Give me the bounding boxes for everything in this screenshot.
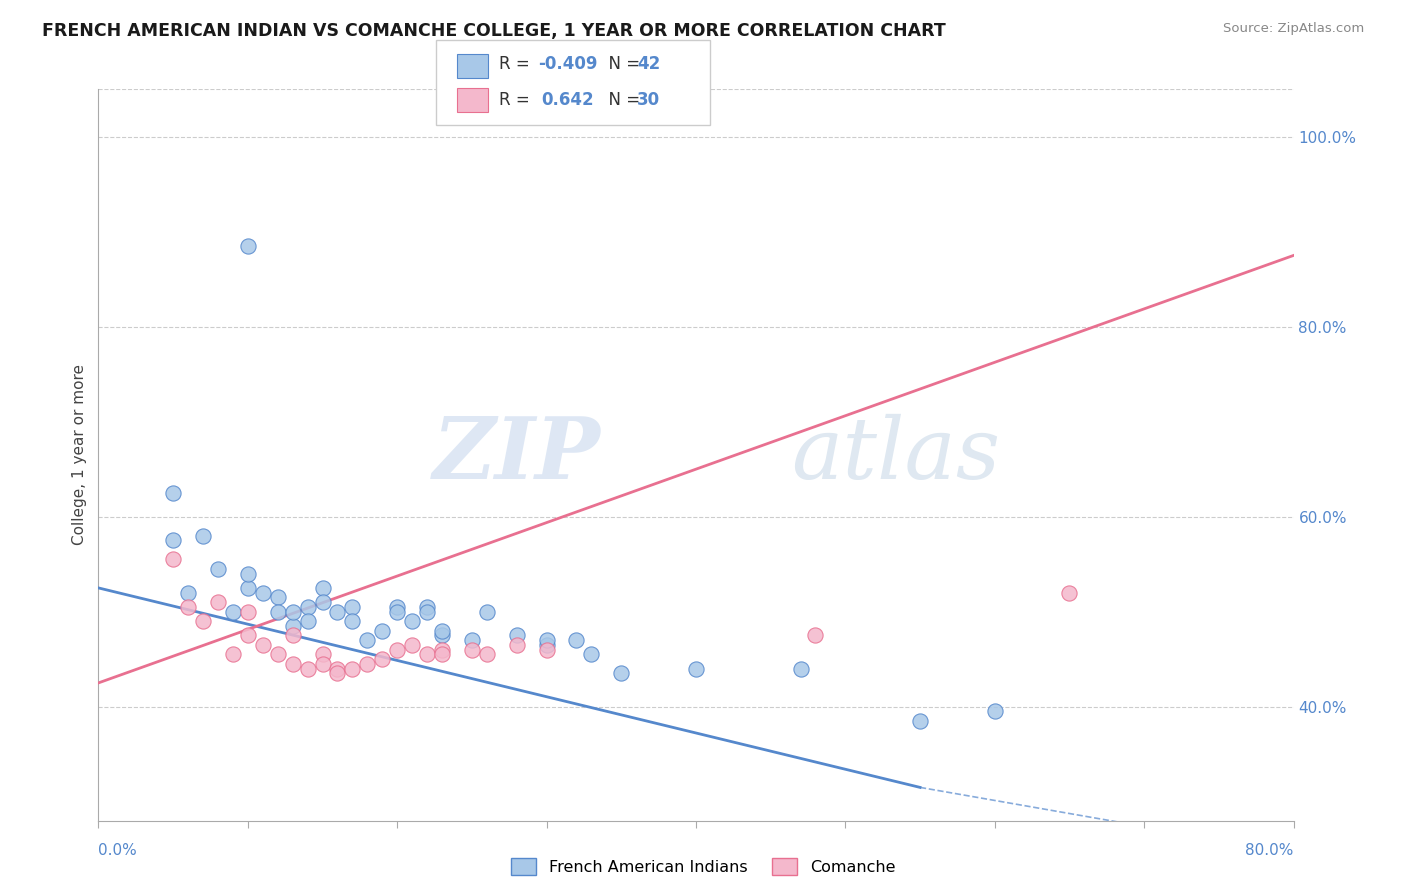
Text: R =: R = [499,55,536,73]
Point [789,662,811,676]
Text: 80.0%: 80.0% [1246,843,1294,858]
Point [191,614,214,628]
Point [326,605,349,619]
Point [177,599,200,614]
Point [311,595,333,609]
Text: ZIP: ZIP [433,413,600,497]
Point [461,633,484,648]
Text: 0.642: 0.642 [541,91,593,109]
Point [162,552,184,566]
Point [385,599,409,614]
Point [326,662,349,676]
Point [236,605,259,619]
Point [267,648,290,662]
Point [536,633,558,648]
Point [267,605,290,619]
Point [610,666,633,681]
Point [984,705,1007,719]
Legend: French American Indians, Comanche: French American Indians, Comanche [506,854,900,880]
Point [162,486,184,500]
Point [252,585,274,599]
Point [536,642,558,657]
Text: 0.0%: 0.0% [98,843,138,858]
Point [342,599,364,614]
Point [401,638,423,652]
Point [162,533,184,548]
Point [536,638,558,652]
Point [908,714,931,728]
Point [401,614,423,628]
Point [416,648,439,662]
Point [177,585,200,599]
Point [506,628,529,642]
Point [252,638,274,652]
Text: 30: 30 [637,91,659,109]
Point [222,648,245,662]
Text: Source: ZipAtlas.com: Source: ZipAtlas.com [1223,22,1364,36]
Point [222,605,245,619]
Point [236,581,259,595]
Point [311,581,333,595]
Point [281,628,304,642]
Point [342,614,364,628]
Point [356,657,378,671]
Text: FRENCH AMERICAN INDIAN VS COMANCHE COLLEGE, 1 YEAR OR MORE CORRELATION CHART: FRENCH AMERICAN INDIAN VS COMANCHE COLLE… [42,22,946,40]
Point [267,591,290,605]
Point [1059,585,1081,599]
Text: N =: N = [598,91,645,109]
Point [430,624,453,638]
Point [581,648,603,662]
Point [191,529,214,543]
Point [385,642,409,657]
Point [281,657,304,671]
Point [416,599,439,614]
Point [207,595,229,609]
Y-axis label: College, 1 year or more: College, 1 year or more [72,365,87,545]
Point [297,614,319,628]
Point [297,599,319,614]
Text: -0.409: -0.409 [538,55,598,73]
Point [281,619,304,633]
Point [236,566,259,581]
Point [326,666,349,681]
Point [281,605,304,619]
Point [461,642,484,657]
Point [356,633,378,648]
Point [475,605,498,619]
Point [416,605,439,619]
Point [371,652,394,666]
Text: R =: R = [499,91,540,109]
Point [565,633,588,648]
Point [342,662,364,676]
Point [475,648,498,662]
Point [236,239,259,253]
Point [430,642,453,657]
Text: N =: N = [598,55,645,73]
Text: 42: 42 [637,55,661,73]
Point [385,605,409,619]
Point [804,628,827,642]
Point [236,628,259,642]
Point [311,657,333,671]
Point [506,638,529,652]
Point [685,662,707,676]
Text: atlas: atlas [792,414,1001,496]
Point [207,562,229,576]
Point [430,648,453,662]
Point [430,628,453,642]
Point [311,648,333,662]
Point [371,624,394,638]
Point [297,662,319,676]
